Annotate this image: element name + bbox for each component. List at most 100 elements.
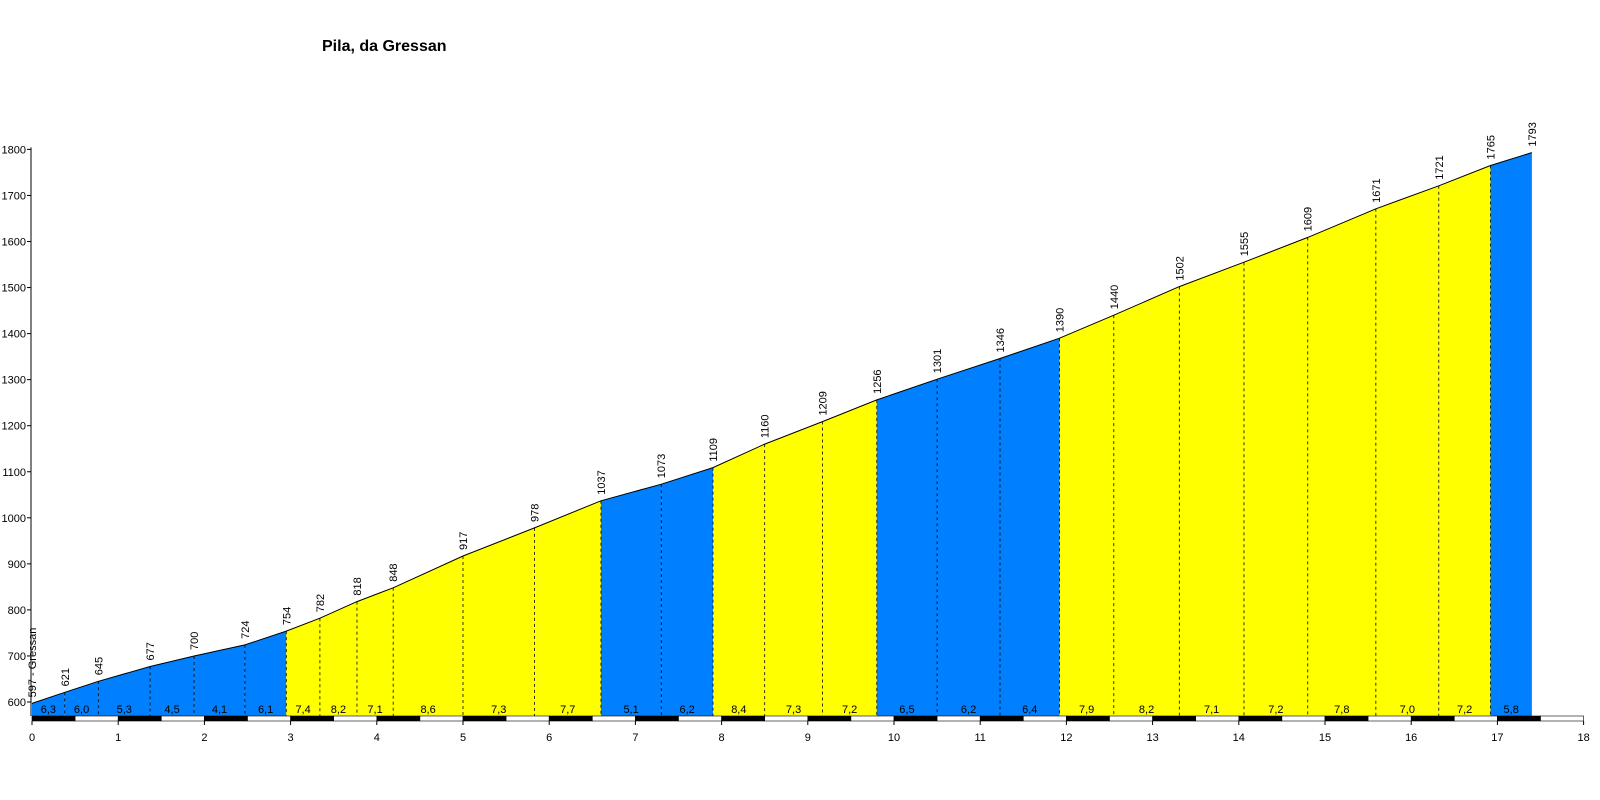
elevation-label: 1346	[995, 328, 1007, 352]
km-bar-block	[1410, 715, 1455, 722]
x-tick-label: 8	[719, 732, 725, 744]
segment-fill-28	[1490, 152, 1532, 716]
segment-fill-12	[534, 500, 601, 716]
x-tick-label: 9	[805, 732, 811, 744]
km-bar-block	[1367, 715, 1412, 722]
x-tick-label: 14	[1233, 732, 1245, 744]
y-tick-label: 1200	[2, 421, 26, 433]
km-bar-block	[548, 715, 593, 722]
km-bar-block	[721, 715, 765, 722]
x-tick-label: 18	[1577, 732, 1589, 744]
gradient-label: 7,1	[367, 704, 382, 716]
x-tick-label: 6	[546, 732, 552, 744]
y-tick-label: 1100	[2, 467, 26, 479]
segment-fill-23	[1179, 262, 1244, 716]
gradient-label: 7,2	[1268, 704, 1283, 716]
km-bar-block	[893, 715, 938, 722]
km-bar-block	[591, 715, 636, 722]
gradient-label: 6,1	[258, 704, 273, 716]
y-tick-label: 1600	[2, 237, 26, 249]
elevation-label: 700	[189, 632, 201, 650]
km-bar-block	[1152, 715, 1196, 722]
x-axis: 0 1 2 3 4 5 6 7 8 9 10 11 12 13 14 15 16 17 18	[29, 721, 1590, 744]
km-bar-block	[1109, 715, 1153, 722]
gradient-label: 7,8	[1334, 704, 1349, 716]
segment-fill-20	[1000, 338, 1060, 716]
gradient-label: 7,3	[491, 704, 506, 716]
segment-fill-3	[98, 666, 151, 716]
segment-fill-5	[194, 644, 245, 716]
km-bar-block	[1022, 715, 1067, 722]
elevation-label: 978	[530, 504, 542, 522]
x-tick-label: 4	[374, 732, 380, 744]
km-bar-block	[117, 715, 162, 722]
x-tick-label: 7	[632, 732, 638, 744]
segment-fill-14	[661, 467, 713, 716]
segment-fills	[32, 152, 1532, 717]
segment-fill-4	[150, 655, 195, 716]
segment-fill-8	[319, 601, 357, 716]
x-tick-label: 13	[1146, 732, 1158, 744]
y-tick-label: 1500	[2, 283, 26, 295]
gradient-label: 5,3	[117, 704, 132, 716]
gradient-label: 7,0	[1400, 704, 1415, 716]
elevation-label: 1440	[1109, 285, 1121, 309]
segment-fill-11	[463, 527, 535, 716]
gradient-label: 7,2	[1457, 704, 1472, 716]
elevation-label: 1555	[1239, 232, 1251, 256]
gradient-labels: 6,3 6,0 5,3 4,5 4,1 6,1 7,4 8,2 7,1 8,6 7,3 7,7 5,1 6…	[41, 704, 1519, 716]
km-bar-block	[850, 715, 895, 722]
x-tick-label: 11	[974, 732, 985, 744]
km-bar-block	[462, 715, 507, 722]
km-bar-block	[247, 715, 291, 722]
km-bar-block	[1066, 715, 1110, 722]
segment-fill-19	[937, 358, 1001, 716]
km-bar-block	[1497, 715, 1541, 722]
km-bar-block	[1540, 715, 1584, 722]
elevation-label: 1793	[1527, 122, 1539, 146]
km-bar-block	[505, 715, 550, 722]
gradient-label: 8,6	[420, 704, 435, 716]
gradient-label: 6,2	[961, 704, 976, 716]
km-bar-block	[290, 715, 335, 722]
gradient-label: 7,2	[842, 704, 857, 716]
segment-fill-18	[876, 379, 938, 716]
segment-fill-1	[32, 692, 65, 716]
km-bar-block	[1195, 715, 1240, 722]
gradient-label: 6,3	[41, 704, 56, 716]
y-tick-label: 900	[8, 559, 26, 571]
x-tick-label: 16	[1405, 732, 1417, 744]
gradient-label: 6,0	[74, 704, 89, 716]
km-bar-block	[74, 715, 119, 722]
gradient-label: 5,8	[1504, 704, 1519, 716]
y-tick-label: 1800	[2, 144, 26, 156]
km-bar-block	[31, 715, 76, 722]
km-bar-block	[376, 715, 421, 722]
elevation-label: 1502	[1174, 256, 1186, 280]
gradient-label: 7,9	[1079, 704, 1094, 716]
km-bar-block	[1238, 715, 1283, 722]
profile-line	[31, 152, 1533, 704]
km-bar-block	[1281, 715, 1326, 722]
segment-dividers	[64, 165, 1491, 716]
x-tick-label: 2	[201, 732, 207, 744]
segment-fill-27	[1438, 165, 1491, 716]
gradient-label: 8,2	[1139, 704, 1154, 716]
gradient-label: 6,4	[1022, 704, 1037, 716]
km-bar-block	[333, 715, 378, 722]
gradient-label: 4,5	[164, 704, 179, 716]
gradient-label: 7,4	[295, 704, 310, 716]
x-tick-label: 17	[1491, 732, 1503, 744]
elevation-label: 1256	[872, 369, 884, 393]
x-tick-label: 12	[1060, 732, 1072, 744]
gradient-label: 4,1	[212, 704, 227, 716]
elevation-label: 1390	[1055, 308, 1067, 332]
elevation-label: 677	[145, 642, 157, 660]
chart-title: Pila, da Gressan	[322, 38, 447, 55]
segment-fill-10	[393, 556, 463, 716]
x-tick-label: 1	[115, 732, 121, 744]
gradient-label: 7,7	[560, 704, 575, 716]
km-bar-block	[807, 715, 852, 722]
km-bar-block	[204, 715, 248, 722]
elevation-label: 1073	[656, 454, 668, 478]
